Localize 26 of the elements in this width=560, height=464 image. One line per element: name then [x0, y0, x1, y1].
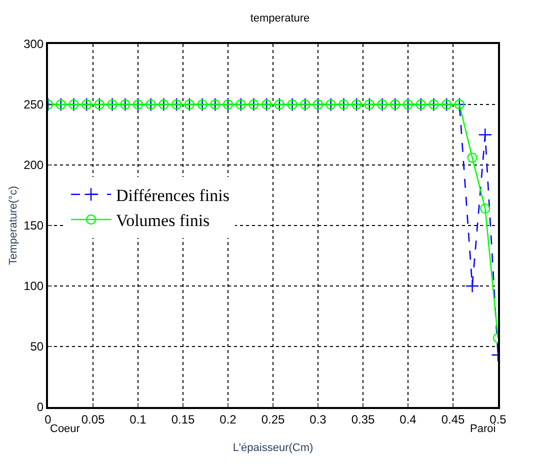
- x-tick-label: 0.45: [441, 412, 465, 426]
- x-tick-label: 0.35: [351, 412, 375, 426]
- x-tick-label: 0.4: [400, 412, 417, 426]
- legend-label: Volumes finis: [116, 211, 210, 230]
- legend-label: Différences finis: [116, 186, 230, 206]
- x-tick-label: 0.1: [130, 412, 147, 426]
- y-tick-label: 100: [24, 279, 44, 294]
- x-tick-label: 0.2: [220, 412, 237, 426]
- y-tick-label: 50: [30, 340, 44, 354]
- y-axis-title: Temperature(°c): [8, 186, 20, 265]
- y-tick-label: 200: [24, 158, 44, 172]
- x-tick-label: 0.3: [310, 412, 327, 426]
- chart-title: temperature: [250, 12, 310, 25]
- y-tick-label: 0: [36, 400, 44, 414]
- y-tick-label: 250: [24, 98, 44, 112]
- x-axis-title: L'épaisseur(Cm): [232, 442, 314, 454]
- x-tick-label: 0.05: [81, 412, 105, 426]
- point: [478, 128, 492, 142]
- y-tick-label: 300: [24, 37, 44, 52]
- point: [480, 203, 490, 214]
- point: [465, 279, 480, 293]
- y-tick-label: 150: [24, 218, 44, 233]
- x-tick-label: 0.15: [171, 412, 195, 426]
- x-tick-label: 0.25: [261, 412, 285, 426]
- point: [467, 152, 478, 163]
- text: Coeur: [50, 423, 80, 435]
